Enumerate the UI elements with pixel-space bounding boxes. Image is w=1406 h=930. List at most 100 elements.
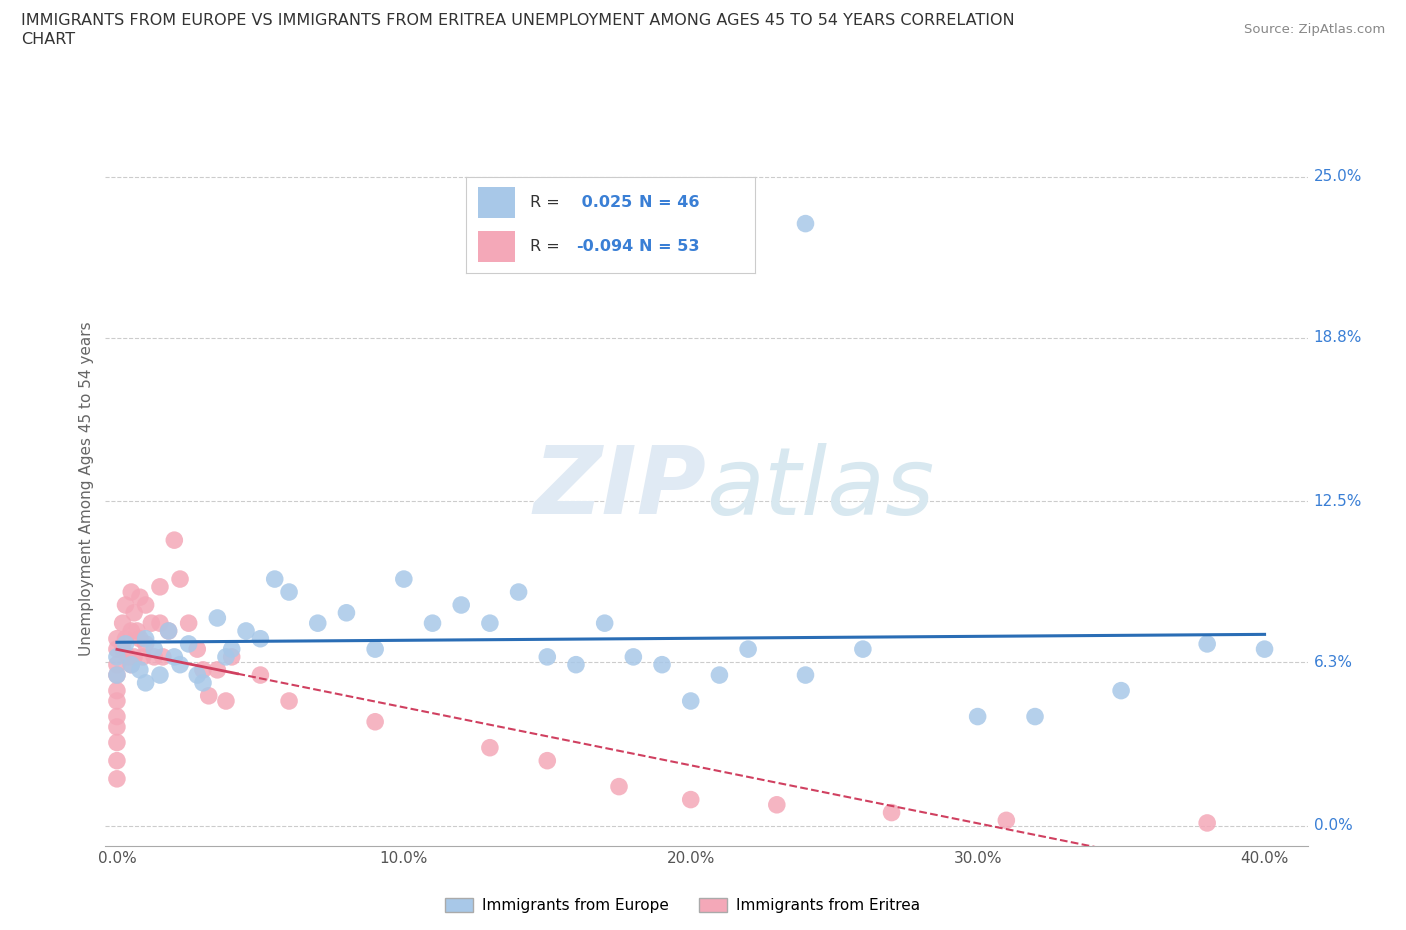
- Point: [169, 658, 191, 672]
- Point: [105, 753, 128, 768]
- Point: [392, 572, 415, 587]
- Point: [995, 813, 1018, 828]
- Text: R =: R =: [530, 195, 564, 210]
- Point: [1197, 816, 1219, 830]
- Text: -0.094: -0.094: [575, 239, 633, 254]
- Point: [278, 694, 301, 709]
- Point: [478, 740, 501, 755]
- Point: [105, 771, 128, 786]
- Text: 18.8%: 18.8%: [1313, 330, 1362, 345]
- Point: [157, 623, 180, 638]
- Point: [143, 642, 166, 657]
- Point: [852, 642, 875, 657]
- Point: [794, 668, 817, 683]
- Point: [105, 631, 128, 646]
- Point: [152, 649, 174, 664]
- Point: [117, 649, 139, 664]
- Text: IMMIGRANTS FROM EUROPE VS IMMIGRANTS FROM ERITREA UNEMPLOYMENT AMONG AGES 45 TO : IMMIGRANTS FROM EUROPE VS IMMIGRANTS FRO…: [21, 13, 1015, 28]
- Point: [120, 623, 142, 638]
- Point: [215, 649, 238, 664]
- Point: [737, 642, 759, 657]
- Point: [149, 579, 172, 594]
- Point: [105, 720, 128, 735]
- Point: [249, 631, 271, 646]
- Point: [1253, 642, 1275, 657]
- Point: [651, 658, 673, 672]
- Bar: [478, 231, 515, 262]
- Point: [880, 805, 903, 820]
- Point: [679, 694, 702, 709]
- Point: [508, 585, 530, 600]
- Point: [450, 598, 472, 613]
- Point: [621, 649, 644, 664]
- Point: [278, 585, 301, 600]
- Text: N = 46: N = 46: [640, 195, 700, 210]
- Point: [197, 688, 219, 703]
- Point: [307, 616, 329, 631]
- Point: [1024, 710, 1046, 724]
- Point: [105, 668, 128, 683]
- Point: [163, 533, 186, 548]
- Point: [221, 642, 243, 657]
- Point: [186, 642, 208, 657]
- Point: [122, 649, 145, 664]
- Point: [536, 649, 558, 664]
- Text: 12.5%: 12.5%: [1313, 494, 1362, 509]
- Text: 25.0%: 25.0%: [1313, 169, 1362, 184]
- Point: [105, 710, 128, 724]
- Point: [1109, 684, 1132, 698]
- Point: [607, 779, 630, 794]
- Point: [169, 572, 191, 587]
- Text: atlas: atlas: [707, 443, 935, 534]
- Point: [120, 658, 142, 672]
- Point: [235, 623, 257, 638]
- Text: 0.0%: 0.0%: [1313, 818, 1353, 833]
- Point: [478, 616, 501, 631]
- Text: R =: R =: [530, 239, 564, 254]
- Point: [422, 616, 444, 631]
- Point: [125, 623, 148, 638]
- Text: Source: ZipAtlas.com: Source: ZipAtlas.com: [1244, 23, 1385, 36]
- Point: [128, 590, 150, 604]
- Point: [149, 668, 172, 683]
- Point: [105, 658, 128, 672]
- Point: [177, 636, 200, 651]
- Point: [207, 610, 229, 625]
- Point: [163, 649, 186, 664]
- Point: [679, 792, 702, 807]
- Point: [105, 668, 128, 683]
- Point: [536, 753, 558, 768]
- Point: [105, 649, 128, 664]
- Point: [135, 636, 157, 651]
- Point: [111, 616, 134, 631]
- Point: [207, 662, 229, 677]
- Point: [593, 616, 616, 631]
- Point: [335, 605, 357, 620]
- Point: [249, 668, 271, 683]
- Point: [141, 616, 163, 631]
- Point: [157, 623, 180, 638]
- Point: [128, 631, 150, 646]
- Point: [135, 598, 157, 613]
- Bar: [478, 187, 515, 219]
- Point: [364, 714, 387, 729]
- Point: [105, 694, 128, 709]
- Y-axis label: Unemployment Among Ages 45 to 54 years: Unemployment Among Ages 45 to 54 years: [79, 321, 94, 656]
- Text: CHART: CHART: [21, 32, 75, 46]
- Legend: Immigrants from Europe, Immigrants from Eritrea: Immigrants from Europe, Immigrants from …: [437, 891, 928, 921]
- Point: [149, 616, 172, 631]
- Point: [114, 631, 136, 646]
- Text: N = 53: N = 53: [640, 239, 700, 254]
- Point: [709, 668, 731, 683]
- Point: [132, 649, 155, 664]
- Point: [565, 658, 588, 672]
- Point: [105, 684, 128, 698]
- Point: [191, 662, 214, 677]
- Point: [114, 636, 136, 651]
- Point: [221, 649, 243, 664]
- Point: [215, 694, 238, 709]
- Text: 6.3%: 6.3%: [1313, 655, 1353, 670]
- Point: [765, 797, 787, 812]
- Point: [186, 668, 208, 683]
- Point: [364, 642, 387, 657]
